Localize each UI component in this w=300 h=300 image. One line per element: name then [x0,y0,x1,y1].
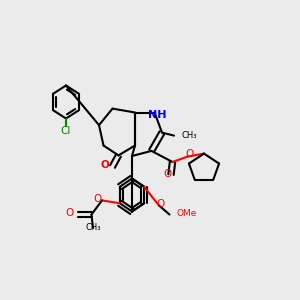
Text: OMe: OMe [177,209,197,218]
Text: CH₃: CH₃ [85,223,101,232]
Text: O: O [100,160,109,170]
Text: Cl: Cl [61,125,71,136]
Text: O: O [94,194,102,204]
Text: O: O [65,208,74,218]
Text: O: O [164,169,172,179]
Text: CH₃: CH₃ [182,130,197,140]
Text: O: O [185,149,193,159]
Text: NH: NH [148,110,167,120]
Text: O: O [156,199,165,209]
